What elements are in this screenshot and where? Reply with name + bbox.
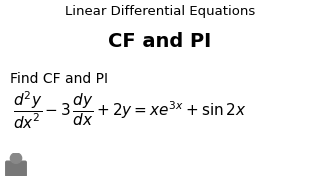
Circle shape (10, 153, 22, 163)
Text: Find CF and PI: Find CF and PI (10, 72, 108, 86)
Text: Linear Differential Equations: Linear Differential Equations (65, 5, 255, 18)
Text: CF and PI: CF and PI (108, 32, 212, 51)
FancyBboxPatch shape (6, 161, 26, 176)
Text: $\dfrac{d^2y}{dx^2} - 3\,\dfrac{dy}{dx} + 2y = xe^{3x} + \sin 2x$: $\dfrac{d^2y}{dx^2} - 3\,\dfrac{dy}{dx} … (13, 90, 246, 131)
